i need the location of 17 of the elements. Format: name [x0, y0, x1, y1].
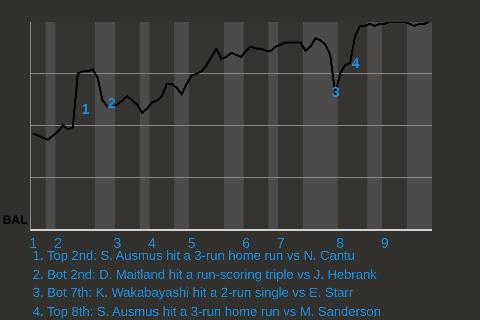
- x-tick-label: 6: [242, 234, 250, 251]
- annotation: 1: [82, 101, 90, 117]
- x-tick-label: 1: [30, 234, 38, 251]
- text: 4. Top 8th: S. Ausmus hit a 3-run home run vs M. Sanderson: [33, 304, 382, 319]
- x-tick-label: 7: [277, 234, 286, 251]
- x-tick-label: 3: [114, 234, 122, 251]
- annotation: 3: [332, 84, 340, 100]
- x-tick-label: 8: [336, 234, 345, 251]
- annotation: 4: [352, 55, 360, 71]
- text: 2. Bot 2nd: D. Maitland hit a run-scoring triple vs J. Hebrank: [33, 267, 378, 282]
- text: 1. Top 2nd: S. Ausmus hit a 3-run home run vs N. Cantu: [33, 248, 356, 263]
- text: 3. Bot 7th: K. Wakabayashi hit a 2-run single vs E. Starr: [33, 285, 354, 300]
- x-tick-label: 2: [54, 234, 62, 251]
- x-tick-label: 4: [148, 234, 156, 251]
- x-tick-label: 5: [188, 234, 196, 251]
- x-tick-label: 9: [381, 234, 390, 251]
- annotation: 2: [108, 95, 116, 111]
